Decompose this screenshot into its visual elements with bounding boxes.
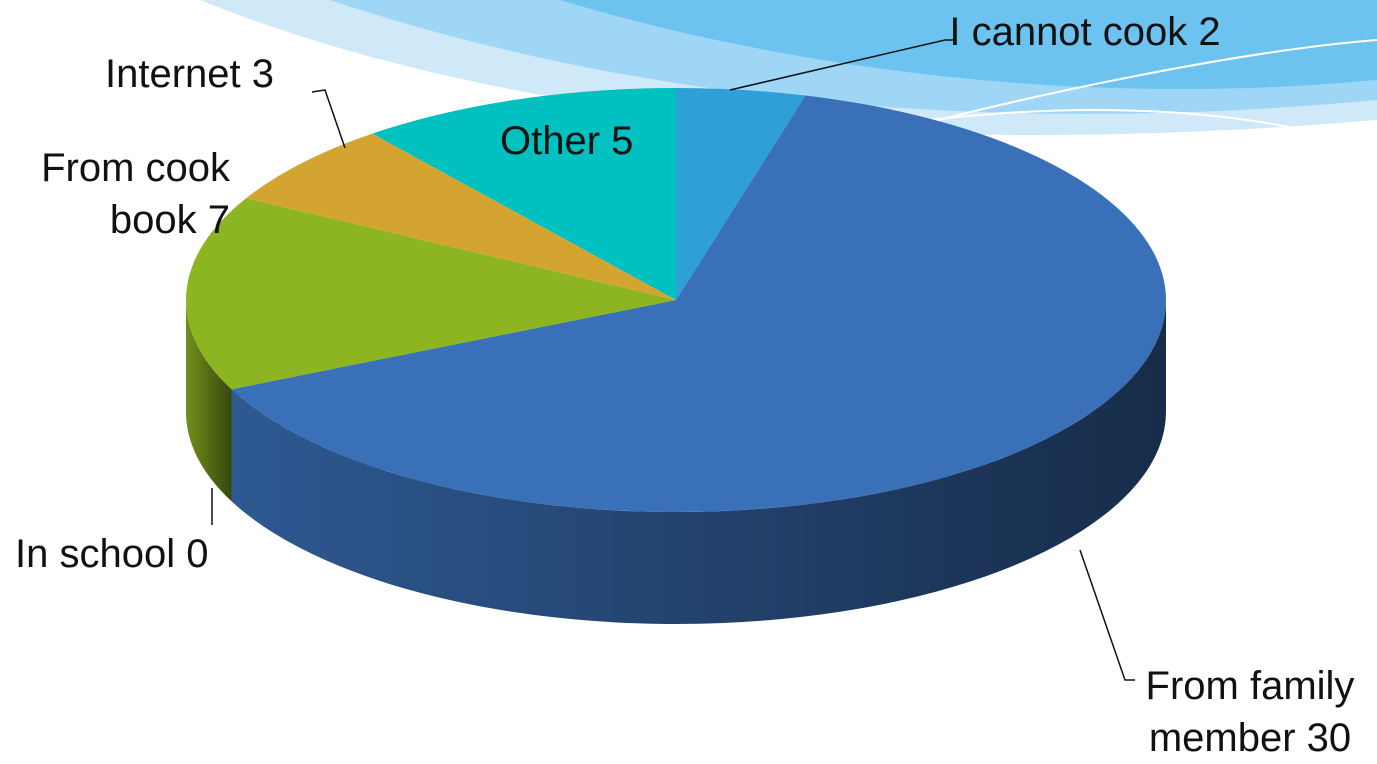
value-label: 30 [1306, 716, 1352, 760]
background-swoosh [200, 0, 1377, 151]
value-label: 0 [186, 532, 209, 576]
pie-slice [231, 95, 1166, 512]
pie-slice [246, 133, 676, 300]
chart [185, 0, 1377, 681]
value-label: 5 [611, 119, 634, 163]
pie-slice [676, 88, 806, 300]
pie-sides [186, 300, 1166, 624]
category-label: Other [500, 119, 601, 163]
leader-line [1079, 549, 1135, 681]
leader-line [729, 39, 955, 91]
category-label: From cook book [41, 146, 230, 242]
pie-side [231, 300, 1166, 624]
data-label: In school 0 [15, 528, 275, 580]
category-label: In school [15, 532, 176, 576]
value-label: 2 [1198, 10, 1221, 54]
value-label: 3 [251, 52, 275, 96]
data-label: Internet 3 [105, 48, 335, 100]
leader-line [311, 89, 346, 149]
data-label: Other 5 [500, 115, 670, 167]
data-label: From cook book 7 [8, 142, 230, 246]
pie-slice [185, 198, 676, 390]
category-label: Internet [105, 52, 241, 96]
data-label: I cannot cook 2 [940, 6, 1230, 58]
data-label: From family member 30 [1125, 660, 1375, 764]
pie-tops [185, 88, 1166, 512]
pie-slice [372, 88, 676, 300]
category-label: I cannot cook [949, 10, 1188, 54]
page: I cannot cook 2 From family member 30 In s… [8, 0, 1377, 760]
pie-side [186, 300, 232, 502]
value-label: 7 [207, 198, 230, 242]
leader-lines [211, 39, 1135, 681]
